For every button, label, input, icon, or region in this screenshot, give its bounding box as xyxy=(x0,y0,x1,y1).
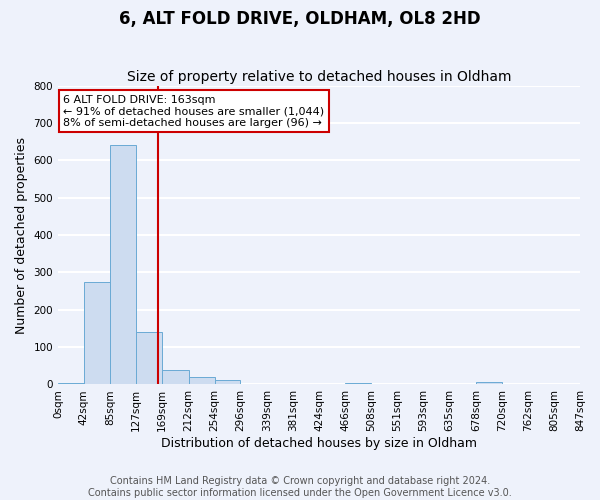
Bar xyxy=(162,370,188,384)
Bar xyxy=(84,282,110,385)
Bar xyxy=(215,380,241,384)
Bar xyxy=(476,382,502,384)
Text: 6, ALT FOLD DRIVE, OLDHAM, OL8 2HD: 6, ALT FOLD DRIVE, OLDHAM, OL8 2HD xyxy=(119,10,481,28)
X-axis label: Distribution of detached houses by size in Oldham: Distribution of detached houses by size … xyxy=(161,437,477,450)
Bar xyxy=(58,382,84,384)
Y-axis label: Number of detached properties: Number of detached properties xyxy=(15,136,28,334)
Bar xyxy=(188,377,215,384)
Bar xyxy=(110,146,136,384)
Title: Size of property relative to detached houses in Oldham: Size of property relative to detached ho… xyxy=(127,70,511,85)
Text: Contains HM Land Registry data © Crown copyright and database right 2024.
Contai: Contains HM Land Registry data © Crown c… xyxy=(88,476,512,498)
Bar xyxy=(136,332,162,384)
Bar xyxy=(345,382,371,384)
Text: 6 ALT FOLD DRIVE: 163sqm
← 91% of detached houses are smaller (1,044)
8% of semi: 6 ALT FOLD DRIVE: 163sqm ← 91% of detach… xyxy=(63,94,325,128)
